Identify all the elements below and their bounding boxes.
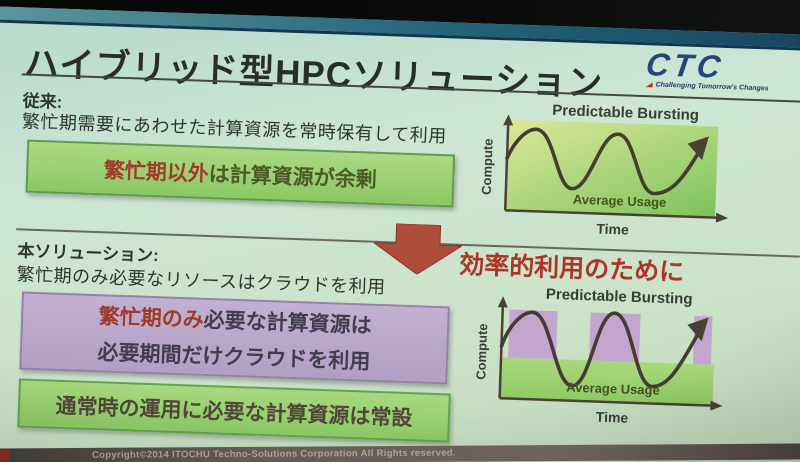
page-title: ハイブリッド型HPCソリューション [23,44,604,104]
ctc-logo: CTC Challenging Tomorrow's Changes [643,46,797,93]
chart2-x-axis [499,396,713,407]
logo-flag-icon [645,82,653,88]
base-resources-box: 通常時の運用に必要な計算資源は常設 [17,378,451,443]
chart2-x-axis-label: Time [596,409,629,426]
chart2-y-axis-label: Compute [473,323,490,380]
efficiency-heading: 効率的利用のために [458,250,685,287]
down-arrow-icon [372,223,463,275]
base-box-text: 通常時の運用に必要な計算資源は常設 [55,394,413,430]
x-axis-arrow-icon [715,212,729,223]
chart2-average-usage-label: Average Usage [566,380,660,398]
chart1-x-axis [505,209,720,220]
slide: ハイブリッド型HPCソリューション CTC Challenging Tomorr… [0,6,800,462]
chart1-y-axis-label: Compute [479,138,496,195]
curve-arrowhead-icon [687,136,709,161]
chart1-x-axis-label: Time [596,221,629,238]
surplus-box-text: は計算資源が余剰 [208,162,378,192]
curve-arrowhead-icon [687,317,709,342]
surplus-box-emphasis: 繁忙期以外 [103,158,210,186]
conventional-usage-chart: Average Usage Compute Time [479,114,729,238]
chart2-burst-block [508,309,558,360]
chart1-demand-curve [505,127,702,196]
y-axis-arrow-icon [503,114,514,126]
copyright-text: Copyright©2014 ITOCHU Techno-Solutions C… [91,447,456,461]
cloud-box-emphasis: 繁忙期のみ [98,305,205,332]
cloud-burst-box: 繁忙期のみ必要な計算資源は 必要期間だけクラウドを利用 [19,291,450,385]
hybrid-usage-chart: Average Usage Compute Time [473,296,723,426]
chart1-y-axis [503,122,510,211]
chart2-baseline-area [499,357,714,406]
y-axis-arrow-icon [497,296,508,308]
surplus-highlight-box: 繁忙期以外 は計算資源が余剰 [25,139,456,208]
chart2-demand-curve [499,310,701,389]
x-axis-arrow-icon [710,400,723,411]
chart2-y-axis [498,304,505,399]
photo-corner-artifact [0,449,9,462]
chart1-average-usage-label: Average Usage [573,192,667,210]
ctc-logo-text: CTC [643,46,727,85]
cloud-box-line1-rest: 必要な計算資源は [203,308,372,338]
